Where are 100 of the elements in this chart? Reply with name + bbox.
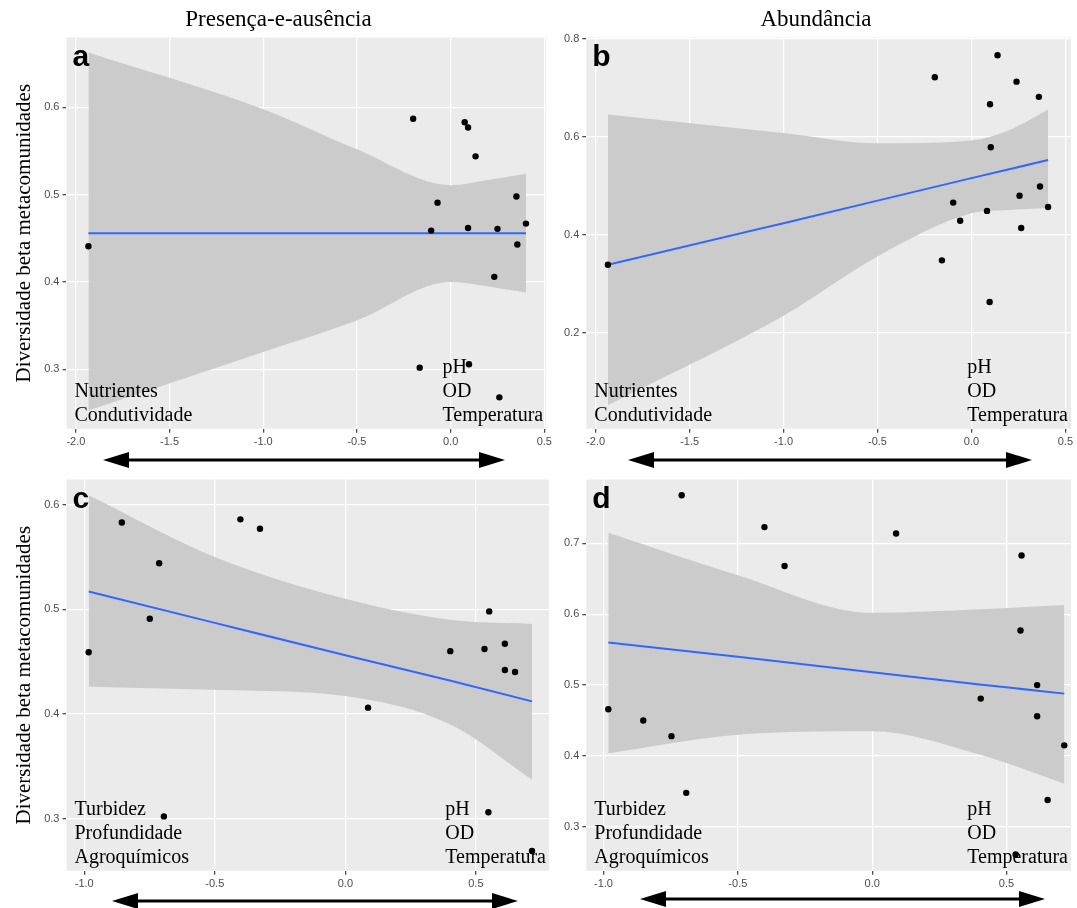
point <box>1061 742 1068 749</box>
point <box>956 217 964 224</box>
annotation: a <box>72 38 90 72</box>
chart-title: Abundância <box>760 5 872 31</box>
x-tick-label: -2.0 <box>66 435 86 448</box>
y-tick-label: 0.6 <box>44 497 60 510</box>
annotation: pH OD Temperatura <box>967 354 1069 426</box>
y-tick-label: 0.6 <box>44 100 60 113</box>
y-tick-label: 0.7 <box>563 536 580 549</box>
point <box>977 695 984 702</box>
annotation: Nutrientes Condutividade <box>594 378 713 425</box>
point <box>501 640 509 648</box>
point <box>447 647 454 655</box>
x-tick-label: -1.0 <box>253 435 273 448</box>
point <box>994 52 1001 59</box>
y-tick-label: 0.5 <box>44 602 60 615</box>
annotation: d <box>592 480 611 514</box>
point <box>522 220 530 227</box>
annotation: Nutrientes Condutividade <box>74 378 193 425</box>
y-tick-label: 0.5 <box>44 187 60 200</box>
point <box>1044 796 1051 804</box>
point <box>155 560 163 567</box>
x-tick-label: 0.0 <box>864 877 880 890</box>
point <box>683 789 690 797</box>
y-tick-label: 0.4 <box>563 749 580 762</box>
x-tick-label: -0.5 <box>347 435 367 448</box>
point <box>950 199 957 206</box>
y-tick-label: 0.3 <box>563 819 580 832</box>
x-tick-label: -1.5 <box>160 435 180 448</box>
y-tick-label: 0.3 <box>44 362 60 375</box>
point <box>1013 78 1020 85</box>
point <box>640 717 647 724</box>
point <box>160 813 168 820</box>
point <box>146 615 153 622</box>
annotation: c <box>72 480 90 514</box>
y-tick-label: 0.4 <box>44 275 60 288</box>
chart-title: Presença-e-ausência <box>185 5 372 31</box>
point <box>678 491 685 499</box>
point <box>118 519 126 526</box>
point <box>464 224 472 232</box>
point <box>1036 183 1044 190</box>
point <box>605 706 612 713</box>
x-tick-label: -1.0 <box>594 877 613 890</box>
x-tick-label: -2.0 <box>586 435 606 448</box>
x-tick-label: 0.5 <box>1057 435 1074 448</box>
x-tick-label: -0.5 <box>868 435 887 448</box>
point <box>987 144 994 151</box>
x-tick-label: -0.5 <box>728 877 748 890</box>
point <box>496 394 503 401</box>
y-tick-label: 0.6 <box>563 607 580 620</box>
point <box>761 523 768 531</box>
point <box>461 119 468 126</box>
annotation: Turbidez Profundidade Agroquímicos <box>74 796 190 868</box>
y-tick-label: 0.2 <box>563 325 580 338</box>
point <box>486 608 493 615</box>
y-tick-label: 0.3 <box>44 811 60 824</box>
point <box>237 516 244 523</box>
point <box>1044 203 1052 211</box>
annotation: pH OD Temperatura <box>442 354 544 426</box>
point <box>1033 681 1041 689</box>
x-tick-label: 0.0 <box>963 435 980 448</box>
point <box>501 666 509 674</box>
x-tick-label: 0.0 <box>337 877 353 890</box>
annotation: pH OD Temperatura <box>967 796 1069 868</box>
point <box>986 298 993 306</box>
point <box>434 199 441 206</box>
point <box>931 74 938 81</box>
point <box>472 153 479 160</box>
x-tick-label: -1.5 <box>680 435 700 448</box>
point <box>781 562 788 570</box>
y-tick-label: 0.8 <box>563 32 580 45</box>
point <box>938 257 946 264</box>
y-tick-label: 0.4 <box>563 227 580 240</box>
point <box>1035 93 1043 101</box>
point <box>85 243 92 250</box>
y-tick-label: 0.5 <box>563 678 580 691</box>
point <box>604 261 612 268</box>
point <box>85 648 92 656</box>
point <box>668 732 675 740</box>
point <box>1033 713 1041 720</box>
point <box>1016 192 1023 199</box>
point <box>485 809 492 816</box>
point <box>481 645 488 653</box>
point <box>491 273 498 281</box>
x-tick-label: 0.0 <box>442 435 459 448</box>
point <box>464 124 472 131</box>
point <box>511 668 519 676</box>
x-tick-label: -1.0 <box>74 877 94 890</box>
point <box>1017 627 1024 634</box>
point <box>514 241 521 248</box>
annotation: pH OD Temperatura <box>445 796 547 868</box>
point <box>256 525 264 532</box>
y-tick-label: 0.6 <box>563 130 580 143</box>
x-tick-label: 0.5 <box>536 435 552 448</box>
point <box>416 364 423 371</box>
point <box>427 227 435 234</box>
y-axis-title: Diversidade beta metacomunidades <box>11 525 36 825</box>
point <box>986 100 994 108</box>
x-tick-label: -0.5 <box>205 877 225 890</box>
point <box>1018 552 1025 559</box>
